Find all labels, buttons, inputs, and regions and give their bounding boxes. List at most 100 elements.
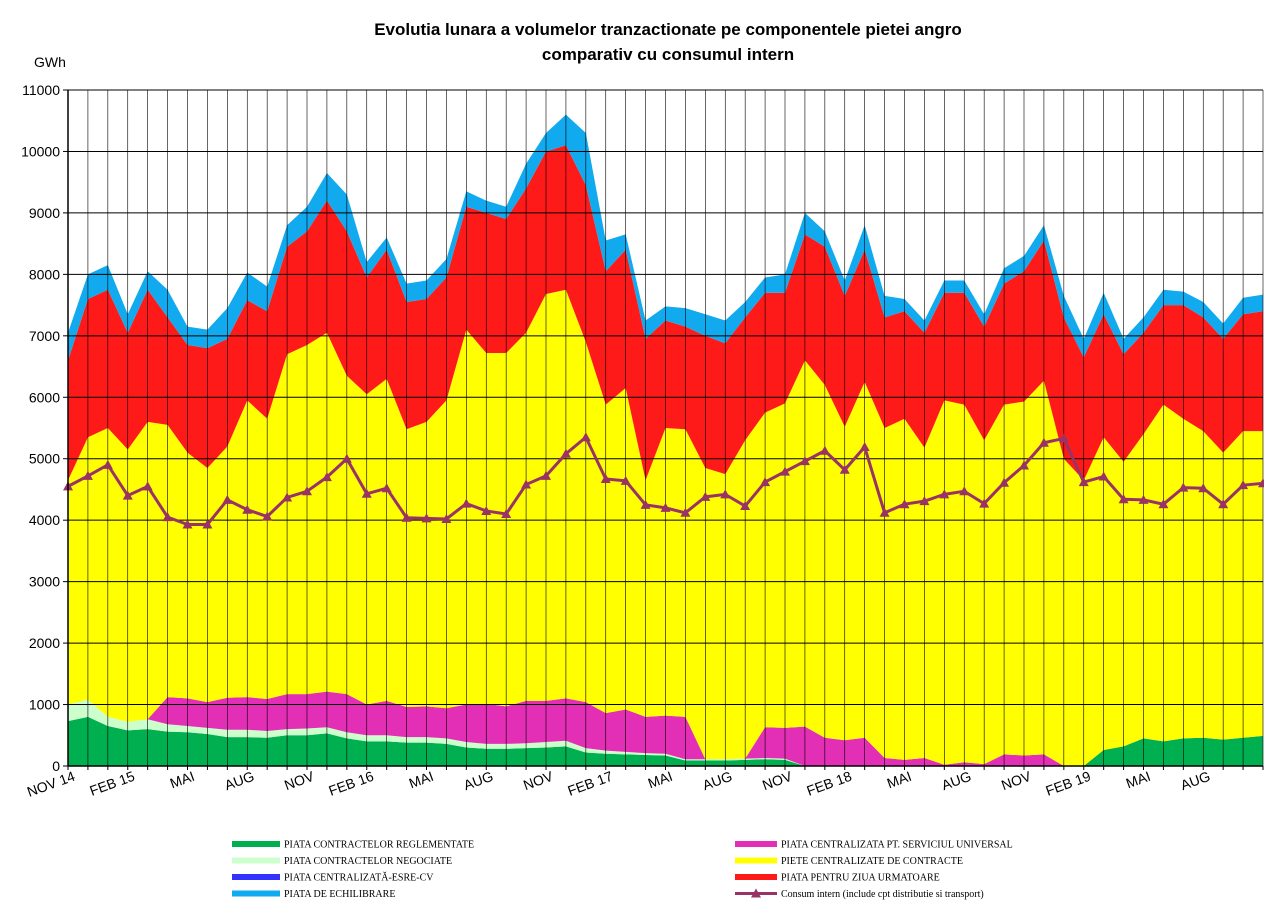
y-tick-label: 11000 bbox=[22, 82, 60, 98]
x-tick-label: NOV bbox=[282, 768, 317, 794]
x-tick-label: MAI bbox=[168, 768, 197, 792]
marker bbox=[142, 481, 153, 491]
marker bbox=[560, 448, 571, 458]
marker bbox=[640, 499, 651, 509]
marker bbox=[919, 496, 930, 506]
marker bbox=[939, 489, 950, 499]
legend-swatch bbox=[735, 874, 777, 880]
marker bbox=[660, 502, 671, 512]
y-tick-label: 1000 bbox=[29, 697, 60, 713]
marker bbox=[1118, 494, 1129, 504]
y-tick-label: 2000 bbox=[29, 635, 60, 651]
x-tick-label: MAI bbox=[1124, 768, 1153, 792]
x-tick-label: NOV bbox=[999, 768, 1034, 794]
marker bbox=[1098, 471, 1109, 481]
x-tick-label: NOV bbox=[521, 768, 556, 794]
y-tick-label: 0 bbox=[52, 758, 60, 774]
marker bbox=[461, 498, 472, 508]
y-tick-label: 7000 bbox=[29, 328, 60, 344]
chart-title: comparativ cu consumul intern bbox=[542, 45, 794, 64]
marker bbox=[501, 509, 512, 519]
marker bbox=[302, 486, 312, 496]
legend-swatch bbox=[232, 890, 280, 897]
marker bbox=[720, 489, 731, 499]
legend-label: PIATA PENTRU ZIUA URMATOARE bbox=[781, 873, 940, 884]
x-tick-label: MAI bbox=[646, 768, 675, 792]
marker bbox=[242, 504, 253, 514]
x-tick-label: FEB 16 bbox=[326, 768, 376, 799]
legend-label: PIATA CONTRACTELOR REGLEMENTATE bbox=[284, 840, 474, 851]
y-tick-label: 4000 bbox=[29, 512, 60, 528]
marker bbox=[979, 498, 990, 508]
y-tick-label: 5000 bbox=[29, 451, 60, 467]
marker bbox=[401, 512, 412, 522]
x-tick-label: AUG bbox=[700, 768, 734, 793]
marker bbox=[600, 474, 611, 484]
y-tick-label: 8000 bbox=[29, 266, 60, 282]
y-tick-label: 10000 bbox=[21, 143, 60, 159]
y-axis-label: GWh bbox=[34, 54, 66, 70]
marker bbox=[102, 459, 113, 469]
marker bbox=[580, 432, 591, 442]
marker bbox=[780, 466, 790, 476]
marker bbox=[819, 445, 830, 455]
marker bbox=[1058, 433, 1069, 443]
marker bbox=[162, 512, 173, 522]
y-tick-label: 3000 bbox=[29, 574, 60, 590]
marker bbox=[680, 507, 691, 517]
marker bbox=[282, 492, 293, 502]
y-tick-label: 9000 bbox=[29, 205, 60, 221]
marker bbox=[541, 470, 551, 480]
x-tick-label: MAI bbox=[885, 768, 914, 792]
marker bbox=[1038, 437, 1049, 447]
marker bbox=[1078, 477, 1089, 487]
x-tick-label: AUG bbox=[1178, 768, 1212, 793]
marker bbox=[381, 483, 392, 493]
marker bbox=[899, 499, 910, 509]
legend-swatch bbox=[232, 857, 280, 864]
marker bbox=[222, 494, 233, 504]
x-tick-label: FEB 17 bbox=[565, 768, 615, 799]
y-tick-label: 6000 bbox=[29, 389, 60, 405]
x-tick-label: FEB 18 bbox=[804, 768, 854, 799]
marker bbox=[740, 501, 751, 511]
marker bbox=[481, 505, 492, 515]
marker bbox=[879, 507, 890, 517]
legend-swatch bbox=[735, 841, 777, 847]
x-tick-label: NOV bbox=[760, 768, 795, 794]
marker bbox=[321, 472, 332, 482]
legend-label: PIATA CENTRALIZATĂ-ESRE-CV bbox=[284, 872, 434, 884]
marker bbox=[700, 491, 711, 501]
marker bbox=[1198, 483, 1209, 493]
marker bbox=[82, 470, 93, 480]
x-tick-label: MAI bbox=[407, 768, 436, 792]
marker bbox=[421, 513, 432, 523]
marker bbox=[1258, 478, 1264, 488]
marker bbox=[959, 486, 970, 496]
marker bbox=[1238, 480, 1249, 490]
marker bbox=[799, 456, 810, 466]
marker bbox=[341, 453, 352, 463]
marker bbox=[521, 479, 532, 489]
marker bbox=[361, 488, 372, 498]
x-tick-label: FEB 15 bbox=[87, 768, 137, 799]
marker bbox=[760, 477, 771, 487]
marker bbox=[839, 464, 850, 474]
chart-title: Evolutia lunara a volumelor tranzactiona… bbox=[374, 20, 962, 39]
x-tick-label: AUG bbox=[461, 768, 495, 793]
marker bbox=[1218, 499, 1229, 509]
marker bbox=[620, 475, 631, 485]
legend-swatch bbox=[232, 874, 280, 880]
legend-swatch bbox=[735, 857, 777, 864]
legend-label: Consum intern (include cpt distributie s… bbox=[781, 889, 984, 900]
marker bbox=[1019, 460, 1029, 470]
marker bbox=[122, 490, 133, 500]
x-tick-label: NOV 14 bbox=[25, 768, 77, 800]
marker bbox=[262, 511, 273, 521]
marker bbox=[999, 477, 1010, 487]
legend-label: PIATA CENTRALIZATA PT. SERVICIUL UNIVERS… bbox=[781, 840, 1013, 851]
legend-swatch bbox=[751, 888, 761, 898]
marker bbox=[859, 442, 870, 452]
marker bbox=[1178, 482, 1189, 492]
